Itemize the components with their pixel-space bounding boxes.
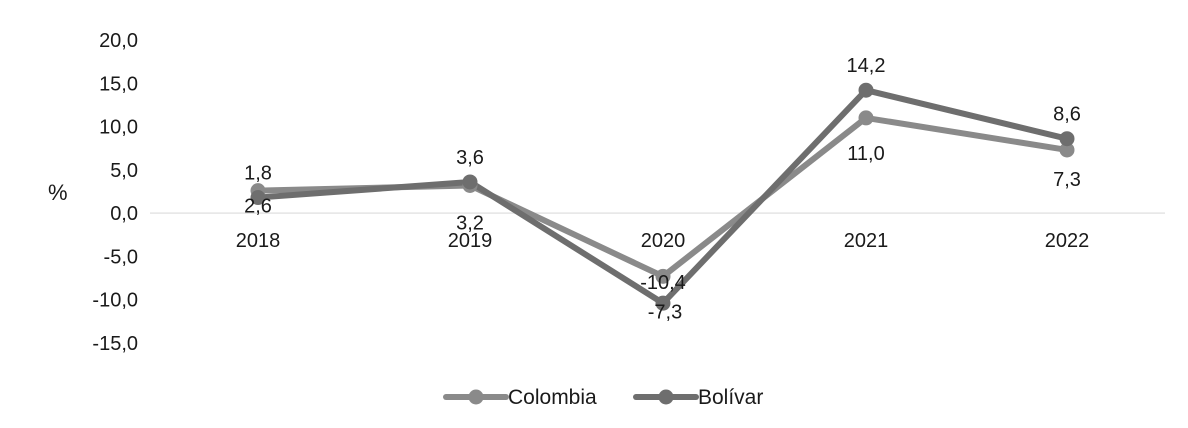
data-label-bolívar: 1,8 xyxy=(244,163,272,185)
series-point-colombia xyxy=(655,268,671,284)
data-label-bolívar: 14,2 xyxy=(847,55,886,77)
y-tick-label: 0,0 xyxy=(110,203,138,225)
series-line-colombia xyxy=(255,114,1070,280)
legend-label: Colombia xyxy=(508,386,597,409)
data-label-colombia: -7,3 xyxy=(648,301,682,323)
series-point-bolívar xyxy=(462,174,478,190)
series-point-bolívar xyxy=(655,295,671,311)
y-tick-label: -15,0 xyxy=(92,333,138,355)
data-label-colombia: 3,2 xyxy=(456,212,484,234)
legend-label: Bolívar xyxy=(698,386,763,409)
y-tick-label: 5,0 xyxy=(110,160,138,182)
series-point-bolívar xyxy=(1059,131,1075,147)
data-label-colombia: 2,6 xyxy=(244,196,272,218)
data-label-bolívar: 8,6 xyxy=(1053,104,1081,126)
x-tick-label: 2018 xyxy=(236,230,281,252)
series-point-colombia xyxy=(858,110,874,126)
x-axis-ticks: 2018 2019 2020 2021 2022 xyxy=(236,230,1090,252)
series-point-bolívar xyxy=(250,190,266,206)
x-tick-label: 2020 xyxy=(641,230,686,252)
data-labels: 2,6 3,2 -7,3 11,0 7,3 1,8 3,6 -10,4 14,2 8,6 xyxy=(244,55,1081,323)
y-tick-label: -5,0 xyxy=(104,246,138,268)
x-tick-label: 2019 xyxy=(448,230,493,252)
series-layer xyxy=(250,82,1075,311)
y-tick-label: -10,0 xyxy=(92,290,138,312)
y-tick-label: 15,0 xyxy=(99,73,138,95)
x-tick-label: 2022 xyxy=(1045,230,1090,252)
legend: Colombia Bolívar xyxy=(443,386,763,409)
data-label-bolívar: 3,6 xyxy=(456,147,484,169)
data-label-bolívar: -10,4 xyxy=(640,272,686,294)
legend-swatch-marker xyxy=(658,389,674,405)
x-tick-label: 2021 xyxy=(844,230,889,252)
series-point-bolívar xyxy=(858,82,874,98)
data-label-colombia: 11,0 xyxy=(847,143,884,165)
y-tick-label: 10,0 xyxy=(99,117,138,139)
series-point-colombia xyxy=(1059,142,1075,158)
legend-swatch-marker xyxy=(468,389,484,405)
y-axis-ticks: 20,0 15,0 10,0 5,0 0,0 -5,0 -10,0 -15,0 xyxy=(92,30,138,355)
y-axis-title: % xyxy=(48,180,68,205)
data-label-colombia: 7,3 xyxy=(1053,169,1081,191)
y-tick-label: 20,0 xyxy=(99,30,138,52)
